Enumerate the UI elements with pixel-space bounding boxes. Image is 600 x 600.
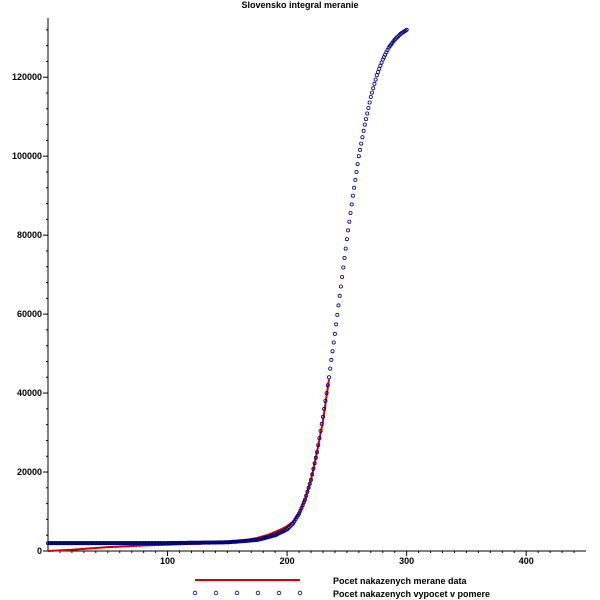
legend-label-measured: Pocet nakazenych merane data [333, 576, 468, 586]
series-computed-ratio [46, 27, 409, 546]
computed-data-point [319, 421, 324, 426]
computed-data-point [302, 497, 307, 502]
computed-data-point [336, 303, 341, 308]
y-tick-label: 120000 [12, 72, 42, 82]
computed-data-point [349, 202, 354, 207]
computed-data-point [334, 322, 339, 327]
computed-data-point [326, 375, 331, 380]
computed-data-point [360, 135, 365, 140]
computed-data-point [304, 493, 309, 498]
x-tick-label: 100 [160, 556, 175, 566]
computed-data-point [338, 284, 343, 289]
computed-data-point [320, 414, 325, 419]
y-tick-label: 40000 [17, 388, 42, 398]
y-tick-label: 60000 [17, 309, 42, 319]
computed-data-point [371, 86, 376, 91]
x-tick-label: 300 [399, 556, 414, 566]
chart-title: Slovensko integral meranie [241, 0, 358, 10]
measured-data-line [47, 379, 330, 552]
x-tick-label: 200 [280, 556, 295, 566]
computed-data-point [305, 489, 310, 494]
computed-data-point [346, 228, 351, 233]
computed-data-point [316, 443, 321, 448]
computed-data-point [373, 77, 378, 82]
computed-data-point [348, 210, 353, 215]
computed-data-point [340, 274, 345, 279]
computed-data-point [350, 193, 355, 198]
computed-data-point [368, 95, 373, 100]
axes: 100 200 300 400 0 20000 40000 60000 80000 100000 1… [12, 18, 586, 566]
computed-data-point [341, 265, 346, 270]
computed-data-point [317, 436, 322, 441]
computed-data-point [357, 147, 362, 152]
computed-data-point [343, 246, 348, 251]
computed-data-point [335, 312, 340, 317]
computed-data-point [366, 106, 371, 111]
computed-data-point [356, 154, 361, 159]
y-tick-label: 80000 [17, 230, 42, 240]
legend-marker [255, 590, 261, 596]
computed-data-point [308, 477, 313, 482]
x-tick-label: 400 [519, 556, 534, 566]
computed-data-point [375, 70, 380, 75]
computed-data-point [367, 100, 372, 105]
legend: Pocet nakazenych merane data Pocet nakaz… [192, 576, 490, 599]
computed-data-point [378, 63, 383, 68]
computed-data-point [365, 111, 370, 116]
legend-marker [213, 590, 219, 596]
legend-marker [192, 590, 198, 596]
legend-marker-swatch [192, 590, 303, 596]
computed-data-point [324, 391, 329, 396]
y-tick-label: 0 [37, 546, 42, 556]
computed-data-point [312, 461, 317, 466]
computed-data-point [314, 450, 319, 455]
computed-data-point [306, 485, 311, 490]
computed-data-point [361, 128, 366, 133]
legend-marker [276, 590, 282, 596]
computed-data-point [353, 177, 358, 182]
y-tick-label: 20000 [17, 467, 42, 477]
computed-data-point [362, 122, 367, 127]
computed-data-point [322, 406, 327, 411]
computed-data-point [328, 366, 333, 371]
computed-data-point [363, 117, 368, 122]
computed-data-point [355, 162, 360, 167]
legend-label-computed: Pocet nakazenych vypocet v pomere [333, 589, 490, 599]
computed-data-point [331, 340, 336, 345]
y-tick-label: 100000 [12, 151, 42, 161]
computed-data-point [369, 90, 374, 95]
computed-data-point [372, 81, 377, 86]
computed-data-point [313, 455, 318, 460]
series-measured-data [47, 379, 330, 552]
computed-data-point [344, 237, 349, 242]
computed-data-point [352, 185, 357, 190]
computed-data-point [329, 357, 334, 362]
computed-data-point [310, 472, 315, 477]
computed-data-point [330, 349, 335, 354]
computed-data-point [325, 383, 330, 388]
computed-data-point [311, 466, 316, 471]
computed-data-point [323, 398, 328, 403]
computed-data-point [318, 428, 323, 433]
legend-marker [234, 590, 240, 596]
computed-data-point [347, 219, 352, 224]
legend-marker [297, 590, 303, 596]
computed-data-point [342, 255, 347, 260]
computed-data-point [307, 481, 312, 486]
computed-data-point [359, 141, 364, 146]
computed-data-point [337, 293, 342, 298]
computed-data-point [404, 27, 409, 32]
computed-data-point [332, 331, 337, 336]
computed-data-point [354, 169, 359, 174]
